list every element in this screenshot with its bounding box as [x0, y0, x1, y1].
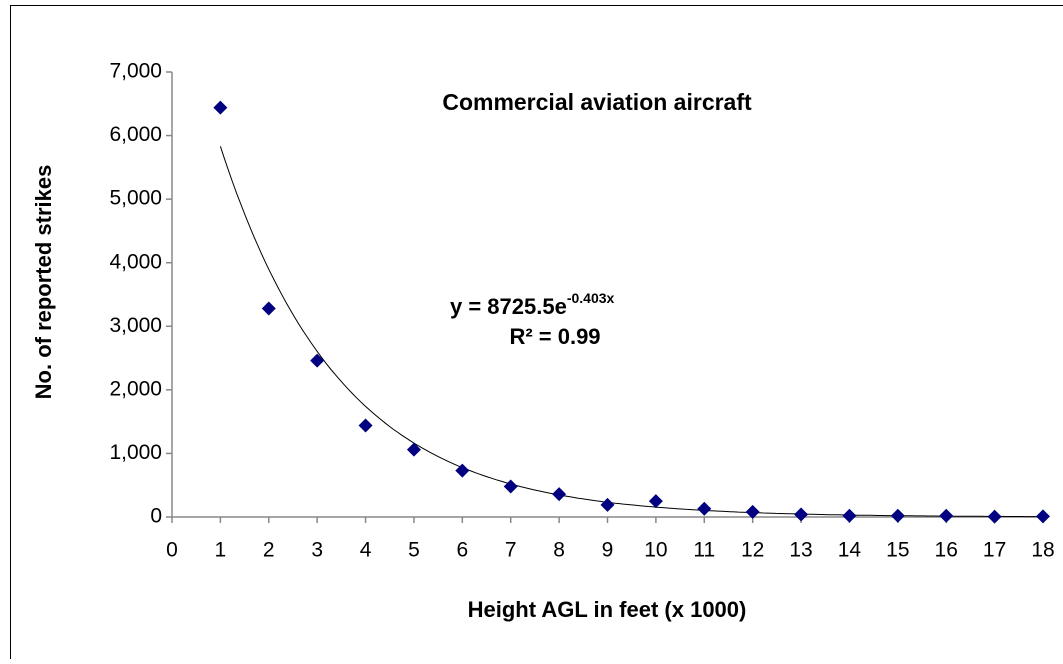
point	[407, 443, 421, 457]
x-tick-label: 5	[408, 539, 420, 562]
y-tick-label: 2,000	[109, 377, 162, 400]
x-tick-label: 4	[360, 539, 372, 562]
point	[649, 494, 663, 508]
y-axis-label: No. of reported strikes	[31, 165, 56, 400]
x-tick-label: 15	[886, 539, 909, 562]
point	[359, 418, 373, 432]
y-tick-label: 1,000	[109, 441, 162, 464]
point	[939, 509, 953, 523]
point	[891, 509, 905, 523]
trendline-equation: y = 8725.5e-0.403x	[450, 290, 615, 319]
x-tick-label: 9	[602, 539, 614, 562]
point	[601, 498, 615, 512]
y-tick-label: 0	[150, 505, 162, 528]
point	[504, 479, 518, 493]
x-tick-label: 17	[983, 539, 1006, 562]
y-tick-label: 7,000	[109, 60, 162, 83]
x-tick-label: 16	[935, 539, 958, 562]
r-squared: R² = 0.99	[509, 324, 600, 349]
point	[310, 354, 324, 368]
point	[794, 507, 808, 521]
x-tick-label: 0	[166, 539, 178, 562]
x-tick-label: 2	[263, 539, 275, 562]
x-tick-label: 13	[789, 539, 812, 562]
x-tick-label: 8	[553, 539, 565, 562]
equation-exponent: -0.403x	[567, 290, 615, 306]
x-tick-label: 3	[311, 539, 323, 562]
y-tick-label: 3,000	[109, 314, 162, 337]
y-tick-label: 6,000	[109, 123, 162, 146]
x-tick-label: 18	[1031, 539, 1054, 562]
y-tick-label: 5,000	[109, 187, 162, 210]
x-tick-label: 6	[456, 539, 468, 562]
point	[1036, 509, 1050, 523]
point	[213, 101, 227, 115]
x-tick-label: 1	[215, 539, 227, 562]
point	[262, 301, 276, 315]
y-tick-label: 4,000	[109, 250, 162, 273]
equation-base: y = 8725.5e	[450, 294, 567, 319]
trendline	[220, 146, 1043, 516]
x-tick-label: 7	[505, 539, 517, 562]
x-tick-label: 10	[644, 539, 667, 562]
x-tick-label: 12	[741, 539, 764, 562]
x-axis-label: Height AGL in feet (x 1000)	[468, 597, 747, 622]
point	[988, 510, 1002, 524]
x-tick-label: 14	[838, 539, 862, 562]
point	[842, 509, 856, 523]
chart-title: Commercial aviation aircraft	[442, 89, 752, 115]
point	[552, 487, 566, 501]
x-tick-label: 11	[693, 539, 715, 562]
point	[697, 502, 711, 516]
